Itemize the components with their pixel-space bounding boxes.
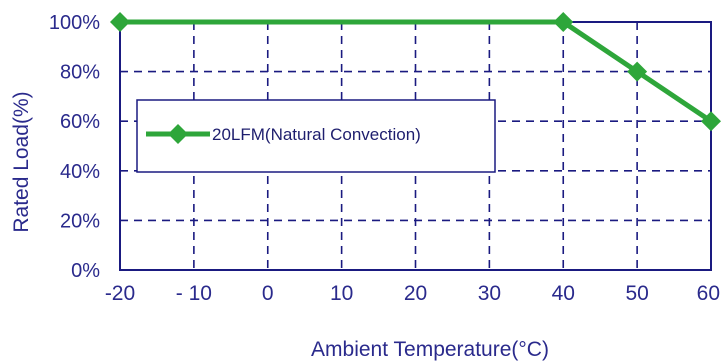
legend: 20LFM(Natural Convection) [136, 99, 496, 173]
y-tick-labels: 100% 80% 60% 40% 20% 0% [49, 12, 100, 282]
x-tick-label: 60 [697, 282, 720, 305]
x-tick-label: - 10 [176, 282, 212, 305]
y-tick-label: 20% [60, 210, 100, 232]
y-tick-label: 60% [60, 111, 100, 133]
legend-label: 20LFM(Natural Convection) [212, 125, 421, 144]
x-tick-label: 40 [552, 282, 575, 305]
y-tick-label: 100% [49, 12, 100, 34]
x-tick-label: 20 [404, 282, 427, 305]
x-tick-labels: -20 - 10 0 10 20 30 40 50 60 [105, 282, 720, 305]
x-tick-label: 50 [625, 282, 648, 305]
y-tick-label: 80% [60, 62, 100, 84]
data-point-marker [701, 111, 721, 132]
x-tick-label: -20 [105, 282, 135, 305]
y-tick-label: 40% [60, 161, 100, 183]
y-tick-label: 0% [71, 260, 100, 282]
y-axis-label: Rated Load(%) [10, 91, 33, 232]
x-tick-label: 10 [330, 282, 353, 305]
series-layer [110, 12, 721, 132]
legend-marker [168, 124, 188, 144]
data-point-marker [553, 12, 574, 32]
series-line [120, 19, 713, 124]
x-tick-label: 0 [262, 282, 274, 305]
data-point-marker [627, 61, 648, 82]
data-point-marker [110, 12, 130, 32]
x-axis-label: Ambient Temperature(°C) [311, 338, 549, 361]
x-tick-label: 30 [478, 282, 501, 305]
